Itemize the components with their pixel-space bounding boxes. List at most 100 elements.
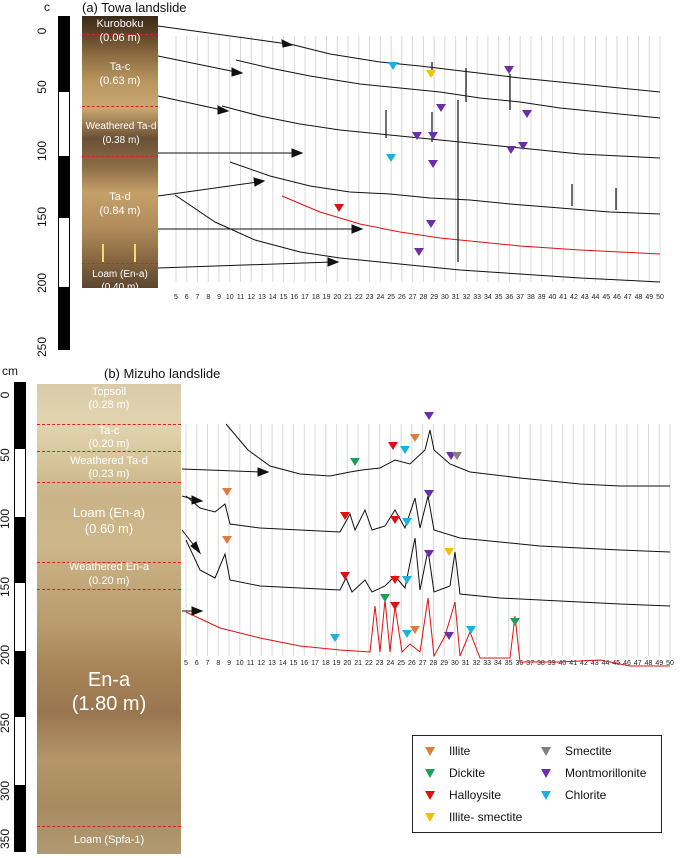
layer-a-tad-thickness: (0.84 m) xyxy=(99,205,141,217)
panel-b-x-tick-label: 10 xyxy=(236,660,244,667)
panel-a-x-tick-label: 14 xyxy=(269,294,277,301)
panel-b-x-tick-label: 38 xyxy=(537,660,545,667)
layer-b-loam-spfa-name: Loam (Spfa-1) xyxy=(73,834,145,846)
legend-label: Chlorite xyxy=(565,788,607,802)
panel-a-x-tick-label: 47 xyxy=(624,294,632,301)
panel-a-x-tick-label: 11 xyxy=(237,294,244,301)
xrd-trace-loam xyxy=(281,195,661,255)
panel-a-x-tick-label: 6 xyxy=(185,294,189,301)
panel-b-depth-unit: cm xyxy=(2,364,18,378)
panel-b-x-tick-label: 20 xyxy=(343,660,351,667)
panel-a-x-tick-label: 43 xyxy=(581,294,589,301)
panel-b-x-tick-label: 47 xyxy=(634,660,642,667)
panel-b-x-tick-label: 22 xyxy=(365,660,373,667)
panel-a-x-tick-label: 17 xyxy=(301,294,309,301)
panel-b-x-tick-label: 31 xyxy=(462,660,470,667)
halloysite-marker-icon xyxy=(425,790,435,800)
panel-b-x-tick-label: 6 xyxy=(195,660,199,667)
xrd-trace-ena-b xyxy=(185,597,670,667)
illite-marker-icon xyxy=(425,746,435,756)
layer-a-tac-name: Ta-c xyxy=(109,61,131,73)
legend-label: Dickite xyxy=(449,766,486,780)
xrd-trace-weathered-tad-b xyxy=(225,423,670,487)
panel-a-x-tick-label: 5 xyxy=(174,294,178,301)
smectite-marker-icon xyxy=(541,746,551,756)
panel-a-soil-profile-photo xyxy=(82,16,158,288)
panel-a-x-tick-label: 25 xyxy=(387,294,395,301)
panel-a-x-tick-label: 8 xyxy=(206,294,210,301)
panel-a-x-tick-label: 27 xyxy=(409,294,417,301)
layer-a-loam-name: Loam (En-a) xyxy=(92,269,148,280)
panel-a-x-tick-label: 29 xyxy=(430,294,438,301)
panel-a-x-tick-label: 13 xyxy=(258,294,266,301)
layer-b-ena-thickness: (1.80 m) xyxy=(71,693,147,715)
panel-b-x-tick-label: 50 xyxy=(666,660,674,667)
legend-item-smectite: Smectite xyxy=(541,744,612,758)
panel-a-x-tick-label: 30 xyxy=(441,294,449,301)
chlorite-marker-icon xyxy=(541,790,551,800)
panel-b-x-tick-label: 37 xyxy=(526,660,534,667)
panel-b-x-tick-label: 35 xyxy=(505,660,513,667)
panel-a-x-tick-label: 12 xyxy=(247,294,255,301)
panel-b-x-tick-label: 18 xyxy=(322,660,330,667)
panel-b-soil-profile-photo xyxy=(37,384,181,854)
legend-label: Illite- smectite xyxy=(449,810,523,824)
panel-b-x-tick-label: 7 xyxy=(206,660,210,667)
panel-b-x-tick-label: 17 xyxy=(311,660,319,667)
panel-b-x-tick-label: 41 xyxy=(569,660,577,667)
panel-b-depth-tick: 300 xyxy=(0,780,12,802)
panel-a-x-tick-label: 34 xyxy=(484,294,492,301)
legend-item-illite: Illite xyxy=(425,744,470,758)
layer-b-weathered-tad-name: Weathered Ta-d xyxy=(70,455,148,467)
layer-a-loam-thickness: (0.40 m) xyxy=(101,282,139,293)
layer-b-topsoil-name: Topsoil xyxy=(91,386,127,398)
panel-a-x-tick-label: 24 xyxy=(376,294,384,301)
legend-label: Smectite xyxy=(565,744,612,758)
xrd-trace-loam-ena-b xyxy=(185,495,671,553)
panel-a-x-tick-label: 50 xyxy=(656,294,664,301)
panel-a-x-tick-label: 40 xyxy=(549,294,557,301)
panel-b-x-tick-label: 23 xyxy=(376,660,384,667)
panel-b-xrd-chart: 5 6 7 8 9 10 11 12 13 14 15 16 17 18 19 20 21 22 23 24 25 26 2… xyxy=(181,412,674,667)
panel-b-x-tick-label: 12 xyxy=(257,660,265,667)
layer-b-tac-name: Ta-c xyxy=(98,425,120,437)
panel-b-x-tick-label: 29 xyxy=(440,660,448,667)
panel-b-x-tick-label: 39 xyxy=(548,660,556,667)
layer-b-loam-ena-name: Loam (En-a) xyxy=(72,505,146,520)
panel-b-x-tick-label: 8 xyxy=(216,660,220,667)
panel-b-x-tick-label: 32 xyxy=(473,660,481,667)
panel-b-x-tick-label: 27 xyxy=(419,660,427,667)
panel-b-x-tick-label: 14 xyxy=(279,660,287,667)
panel-b-x-tick-label: 40 xyxy=(559,660,567,667)
layer-b-loam-ena-thickness: (0.60 m) xyxy=(84,521,134,536)
panel-b-x-tick-label: 28 xyxy=(429,660,437,667)
mineral-legend: Illite Smectite Dickite Montmorillonite … xyxy=(412,735,662,833)
xrd-trace-tac xyxy=(235,59,661,119)
panel-b-x-tick-label: 5 xyxy=(184,660,188,667)
panel-a-x-tick-label: 33 xyxy=(473,294,481,301)
panel-a-depth-ruler xyxy=(58,16,70,350)
montmorillonite-marker-icon xyxy=(541,768,551,778)
xrd-trace-weathered-tad xyxy=(221,105,661,159)
panel-b-x-tick-label: 46 xyxy=(623,660,631,667)
panel-b-depth-ruler xyxy=(14,382,26,852)
panel-b-x-tick-label: 30 xyxy=(451,660,459,667)
panel-b-x-tick-label: 24 xyxy=(386,660,394,667)
layer-b-weathered-ena-thickness: (0.20 m) xyxy=(88,575,130,587)
panel-a-x-tick-label: 19 xyxy=(323,294,331,301)
panel-a-x-tick-label: 20 xyxy=(333,294,341,301)
legend-label: Halloysite xyxy=(449,788,502,802)
layer-b-topsoil-thickness: (0.28 m) xyxy=(88,399,130,411)
panel-b-x-tick-label: 49 xyxy=(655,660,663,667)
panel-a-x-tick-label: 23 xyxy=(366,294,374,301)
panel-a-x-tick-label: 39 xyxy=(538,294,546,301)
panel-a-x-tick-label: 42 xyxy=(570,294,578,301)
panel-a-x-tick-label: 26 xyxy=(398,294,406,301)
illite-smectite-marker-icon xyxy=(425,812,435,822)
legend-item-illite-smectite: Illite- smectite xyxy=(425,810,522,824)
layer-a-kuroboku-name: Kuroboku xyxy=(96,18,144,30)
panel-b-title: (b) Mizuho landslide xyxy=(104,366,221,381)
panel-a-x-tick-label: 21 xyxy=(344,294,352,301)
panel-b-x-tick-label: 36 xyxy=(516,660,524,667)
panel-b-x-tick-label: 19 xyxy=(333,660,341,667)
